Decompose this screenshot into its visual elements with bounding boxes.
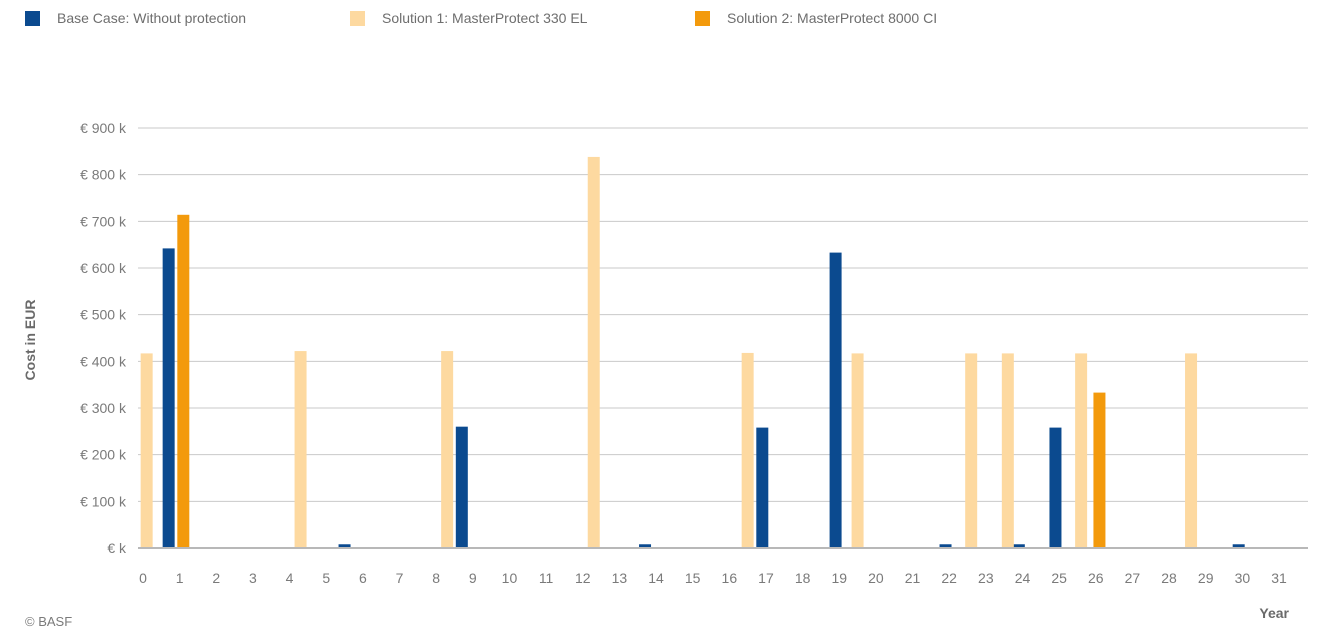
bar-series-2 xyxy=(1185,353,1198,548)
x-tick-label: 22 xyxy=(941,570,957,586)
bar-series-1 xyxy=(338,544,351,548)
bar-series-1 xyxy=(829,252,842,548)
bar-series-2 xyxy=(741,352,754,548)
x-tick-label: 2 xyxy=(212,570,220,586)
x-tick-label: 11 xyxy=(539,570,554,586)
y-tick-label: € 200 k xyxy=(80,447,127,463)
y-tick-label: € 800 k xyxy=(80,167,127,183)
x-tick-label: 14 xyxy=(648,570,664,586)
y-tick-label: € 100 k xyxy=(80,493,127,509)
x-axis-label: Year xyxy=(1259,605,1289,621)
x-tick-label: 20 xyxy=(868,570,884,586)
bar-series-1 xyxy=(1049,427,1062,548)
x-tick-label: 15 xyxy=(685,570,701,586)
x-tick-label: 24 xyxy=(1015,570,1031,586)
x-tick-label: 0 xyxy=(139,570,147,586)
y-tick-label: € 600 k xyxy=(80,260,127,276)
bar-series-1 xyxy=(639,544,652,548)
bar-series-2 xyxy=(965,353,978,548)
bar-series-3 xyxy=(177,214,190,549)
bar-series-1 xyxy=(939,544,952,548)
y-tick-label: € k xyxy=(107,540,127,556)
y-tick-label: € 400 k xyxy=(80,353,127,369)
x-tick-label: 5 xyxy=(322,570,330,586)
x-tick-label: 7 xyxy=(396,570,404,586)
bar-series-2 xyxy=(140,353,153,548)
x-tick-label: 9 xyxy=(469,570,477,586)
x-tick-label: 12 xyxy=(575,570,591,586)
bars xyxy=(140,156,1245,549)
y-tick-label: € 900 k xyxy=(80,120,127,136)
legend-swatch xyxy=(25,11,40,26)
x-tick-label: 18 xyxy=(795,570,811,586)
copyright-text: © BASF xyxy=(25,614,73,629)
y-tick-label: € 700 k xyxy=(80,213,127,229)
bar-series-2 xyxy=(851,353,864,548)
x-tick-label: 25 xyxy=(1051,570,1067,586)
x-tick-label: 29 xyxy=(1198,570,1214,586)
legend-label: Base Case: Without protection xyxy=(57,10,247,26)
bar-series-1 xyxy=(455,426,468,548)
x-tick-label: 8 xyxy=(432,570,440,586)
bar-series-1 xyxy=(756,427,769,548)
bar-series-2 xyxy=(587,156,600,548)
bar-series-1 xyxy=(1232,544,1245,548)
x-tick-label: 16 xyxy=(722,570,738,586)
x-tick-label: 28 xyxy=(1161,570,1177,586)
bar-series-3 xyxy=(1093,392,1106,548)
y-axis-tick-labels: € k € 100 k € 200 k € 300 k € 400 k € 500 k € … xyxy=(80,120,127,556)
x-tick-label: 17 xyxy=(758,570,774,586)
x-tick-label: 23 xyxy=(978,570,994,586)
bar-series-2 xyxy=(1075,353,1088,548)
x-tick-label: 19 xyxy=(831,570,847,586)
x-axis-tick-labels: 0 1 2 3 4 5 6 7 8 9 10 11 12 13 14 15 16 17 18 19 20 21 22 23 24… xyxy=(139,570,1287,586)
x-tick-label: 10 xyxy=(502,570,518,586)
legend-swatch xyxy=(695,11,710,26)
grid-lines xyxy=(138,127,1308,502)
x-tick-label: 21 xyxy=(905,570,921,586)
x-tick-label: 3 xyxy=(249,570,257,586)
x-tick-label: 27 xyxy=(1125,570,1141,586)
legend-label: Solution 2: MasterProtect 8000 CI xyxy=(727,10,938,26)
bar-series-2 xyxy=(441,351,454,548)
legend-label: Solution 1: MasterProtect 330 EL xyxy=(382,10,588,26)
x-tick-label: 13 xyxy=(612,570,628,586)
x-tick-label: 26 xyxy=(1088,570,1104,586)
y-tick-label: € 500 k xyxy=(80,307,127,323)
x-tick-label: 30 xyxy=(1235,570,1251,586)
y-tick-label: € 300 k xyxy=(80,400,127,416)
x-tick-label: 6 xyxy=(359,570,367,586)
x-tick-label: 1 xyxy=(176,570,184,586)
bar-series-1 xyxy=(162,248,175,548)
y-axis-label: Cost in EUR xyxy=(22,300,38,381)
legend-swatch xyxy=(350,11,365,26)
bar-series-2 xyxy=(1001,353,1014,548)
bar-series-1 xyxy=(1012,544,1025,548)
x-tick-label: 31 xyxy=(1271,570,1287,586)
bar-series-2 xyxy=(294,351,307,548)
x-tick-label: 4 xyxy=(286,570,294,586)
